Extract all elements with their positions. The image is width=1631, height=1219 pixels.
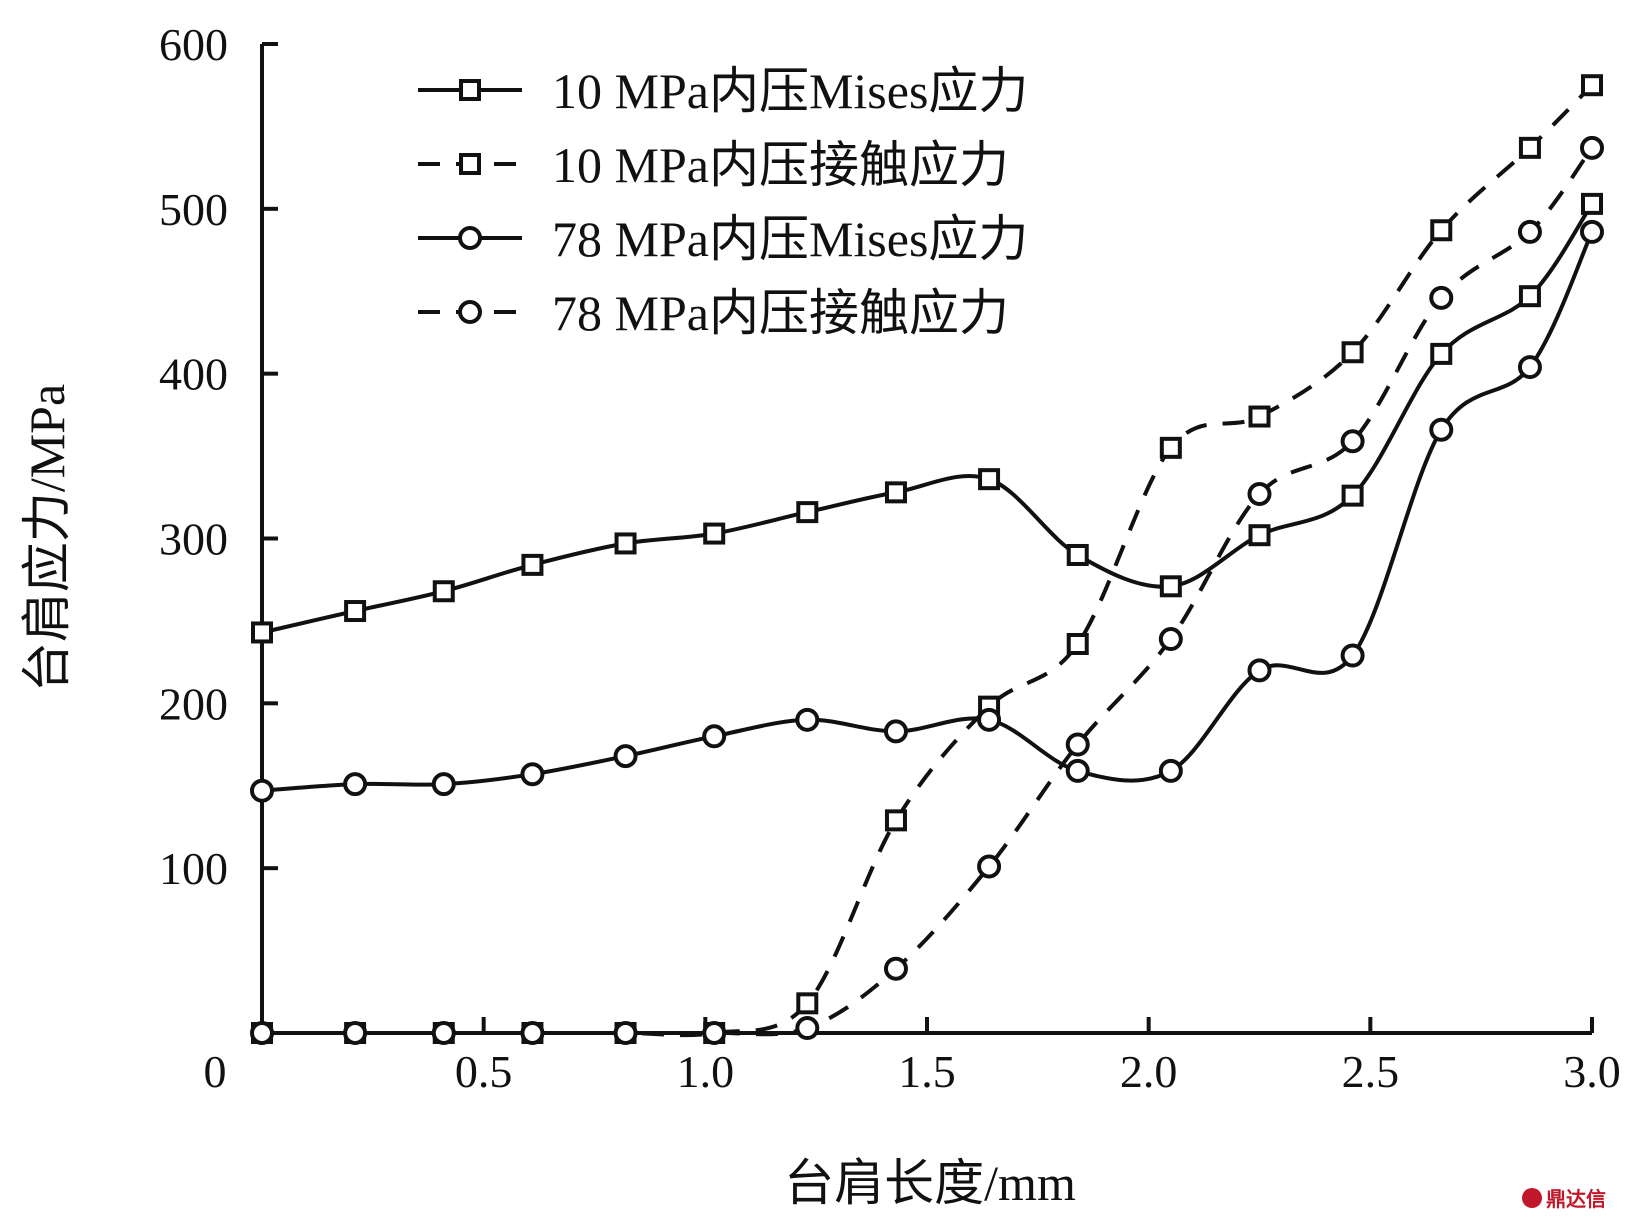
series-3-point — [613, 744, 638, 769]
series-2-point — [884, 809, 907, 832]
series-4-point — [883, 956, 908, 981]
series-1-point — [703, 522, 726, 545]
series-line-1 — [261, 202, 1594, 635]
y-tick-label: 500 — [159, 184, 228, 235]
series-3-point — [702, 724, 727, 749]
series-3-point — [883, 719, 908, 744]
series-1-point — [1430, 342, 1453, 365]
series-4-point — [343, 1021, 368, 1045]
series-4-point — [1517, 219, 1542, 244]
series-3-point — [431, 772, 456, 797]
ticks: 0 0.5 1.0 1.5 2.0 2.5 3.0 100 200 300 400 500 600 — [159, 19, 1621, 1097]
series-4-point — [1247, 481, 1272, 506]
series-line-4 — [261, 146, 1594, 1037]
legend-label-1: 10 MPa内压Mises应力 — [552, 63, 1028, 119]
y-axis-title: 台肩应力/MPa — [19, 384, 75, 692]
series-2-point — [1518, 136, 1541, 159]
series-4-point — [1340, 429, 1365, 454]
series-4-point — [1429, 285, 1454, 310]
series-3-point — [1340, 643, 1365, 668]
series-4-point — [520, 1021, 545, 1045]
x-tick-label: 3.0 — [1563, 1046, 1621, 1097]
watermark-text: 鼎达信 — [1546, 1187, 1606, 1211]
series-1-point — [1581, 192, 1603, 215]
y-tick-label: 100 — [159, 843, 228, 894]
x-tick-label: 0.5 — [455, 1046, 513, 1097]
series-1-point — [614, 532, 637, 555]
series-3-point — [1429, 417, 1454, 442]
series-1-point — [796, 501, 819, 524]
series-2-point — [1159, 436, 1182, 459]
series-2-point — [1581, 74, 1603, 97]
series-4-point — [1158, 627, 1183, 652]
series-1-point — [432, 580, 455, 603]
watermark-logo-icon — [1522, 1188, 1542, 1208]
series-3-point — [1065, 758, 1090, 783]
legend: 10 MPa内压Mises应力 10 MPa内压接触应力 78 MPa内压Mises… — [418, 63, 1028, 341]
x-tick-label: 2.5 — [1342, 1046, 1400, 1097]
series-3-point — [250, 778, 274, 803]
series-3-point — [343, 772, 368, 797]
series-1-point — [884, 481, 907, 504]
legend-marker-3 — [458, 226, 482, 250]
series-3-point — [1517, 355, 1542, 380]
series-3-point — [795, 707, 820, 732]
series-4-point — [1065, 732, 1090, 757]
series-2-point — [1430, 219, 1453, 242]
series-3-point — [520, 762, 545, 787]
series-3-point — [977, 707, 1002, 732]
series-4-point — [1580, 135, 1604, 160]
series-4-point — [977, 854, 1002, 879]
y-tick-label: 600 — [159, 19, 228, 70]
legend-marker-2 — [459, 153, 481, 175]
series-1-point — [978, 468, 1001, 491]
series-3-point — [1158, 758, 1183, 783]
series-1-point — [1248, 524, 1271, 547]
series-2-point — [1066, 632, 1089, 655]
x-tick-label: 2.0 — [1120, 1046, 1178, 1097]
y-tick-label: 200 — [159, 678, 228, 729]
y-tick-label: 300 — [159, 514, 228, 565]
series-2-point — [796, 992, 819, 1015]
series-3-point — [1580, 219, 1604, 244]
series-3-point — [1247, 658, 1272, 683]
legend-label-2: 10 MPa内压接触应力 — [552, 137, 1009, 193]
series-2-point — [1341, 341, 1364, 364]
legend-label-4: 78 MPa内压接触应力 — [552, 285, 1009, 341]
series-markers — [250, 74, 1604, 1045]
series-4-point — [702, 1021, 727, 1045]
series-4-point — [795, 1016, 820, 1041]
series-1-point — [1518, 285, 1541, 308]
x-tick-label: 1.5 — [898, 1046, 956, 1097]
x-tick-label: 0 — [204, 1046, 227, 1097]
legend-label-3: 78 MPa内压Mises应力 — [552, 211, 1028, 267]
series-1-point — [1066, 543, 1089, 566]
series-4-point — [613, 1021, 638, 1045]
legend-marker-1 — [459, 79, 481, 101]
watermark-badge: 鼎达信 — [1522, 1187, 1606, 1211]
x-tick-label: 1.0 — [677, 1046, 735, 1097]
x-axis-title: 台肩长度/mm — [784, 1155, 1076, 1211]
series-2-point — [1248, 405, 1271, 428]
series-line-2 — [261, 83, 1594, 1038]
series-1-point — [1341, 484, 1364, 507]
series-1-point — [521, 553, 544, 576]
y-tick-label: 400 — [159, 349, 228, 400]
series-1-point — [251, 621, 273, 644]
series-4-point — [431, 1021, 456, 1045]
series-1-point — [344, 600, 367, 623]
series-1-point — [1159, 575, 1182, 598]
legend-marker-4 — [458, 300, 482, 324]
series-4-point — [250, 1021, 274, 1045]
